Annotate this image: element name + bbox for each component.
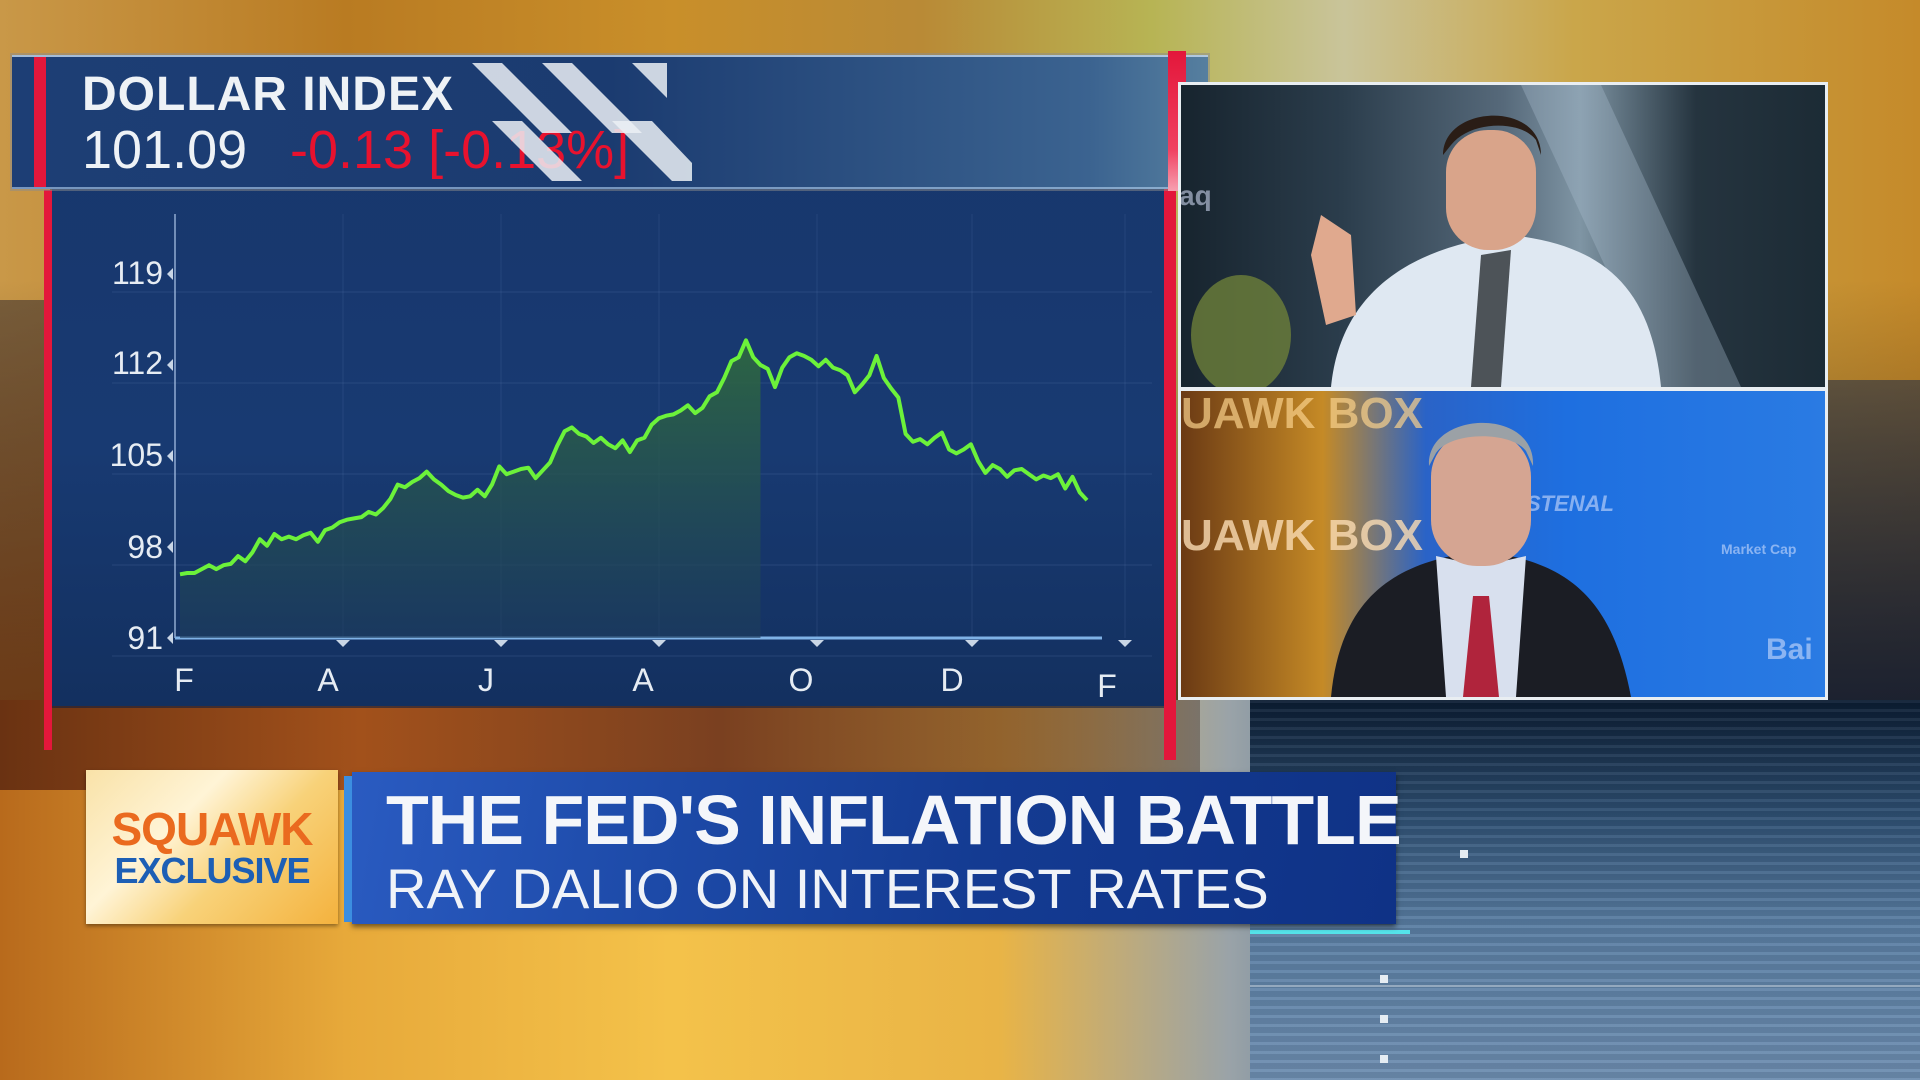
chart-header: DOLLAR INDEX 101.09 -0.13 [-0.13%] <box>10 51 1210 191</box>
decor-streak <box>1250 985 1920 987</box>
decor-square <box>1380 975 1388 983</box>
x-tick-label: D <box>940 662 964 698</box>
anchor-figure <box>1191 85 1741 387</box>
x-tick-label: O <box>788 662 814 698</box>
studio-text: STENAL <box>1526 491 1614 516</box>
decor-slashes <box>472 63 692 181</box>
decor-square <box>1380 1015 1388 1023</box>
x-tick-label: F <box>174 662 194 698</box>
studio-text: UAWK BOX <box>1181 511 1423 560</box>
index-value: 101.09 <box>82 120 248 180</box>
y-tick-label: 105 <box>109 437 163 473</box>
x-tick-label: J <box>478 662 494 698</box>
studio-text: Bai <box>1766 633 1813 666</box>
guest-figure <box>1331 422 1631 697</box>
y-tick-label: 98 <box>127 529 163 565</box>
badge-line-1: SQUAWK <box>111 803 314 855</box>
x-tick-label: A <box>317 662 339 698</box>
dollar-index-line-chart <box>112 214 1152 657</box>
headline-subtitle: RAY DALIO ON INTEREST RATES <box>386 857 1269 920</box>
video-feed-guest: UAWK BOX UAWK BOX STENAL Market Cap Bai <box>1178 388 1828 700</box>
badge-line-2: EXCLUSIVE <box>114 850 310 891</box>
studio-text: Market Cap <box>1721 541 1797 557</box>
background-city-right <box>1810 380 1920 720</box>
y-tick-label: 91 <box>127 620 163 656</box>
decor-square <box>1380 1055 1388 1063</box>
studio-text: aq <box>1179 180 1212 211</box>
decor-streak-cyan <box>1250 930 1410 934</box>
index-name: DOLLAR INDEX <box>82 68 454 121</box>
background-water <box>1250 700 1920 1080</box>
headline-banner: THE FED'S INFLATION BATTLE RAY DALIO ON … <box>344 772 1402 924</box>
y-tick-label: 119 <box>111 255 163 291</box>
y-tick-label: 112 <box>111 345 163 381</box>
x-tick-label: A <box>632 662 654 698</box>
x-tick-label: F <box>1097 668 1117 704</box>
headline-accent-bar <box>344 776 352 922</box>
studio-text: UAWK BOX <box>1181 389 1423 438</box>
headline-title: THE FED'S INFLATION BATTLE <box>386 781 1402 859</box>
red-accent-right <box>1164 55 1176 760</box>
chart-plot-area <box>52 185 1164 706</box>
squawk-exclusive-badge: SQUAWK EXCLUSIVE <box>86 770 338 924</box>
decor-square <box>1460 850 1468 858</box>
red-accent-tab <box>34 57 46 187</box>
video-feed-anchor: aq <box>1178 82 1828 390</box>
index-change: -0.13 [-0.13%] <box>290 120 630 180</box>
red-accent-left <box>44 190 52 750</box>
